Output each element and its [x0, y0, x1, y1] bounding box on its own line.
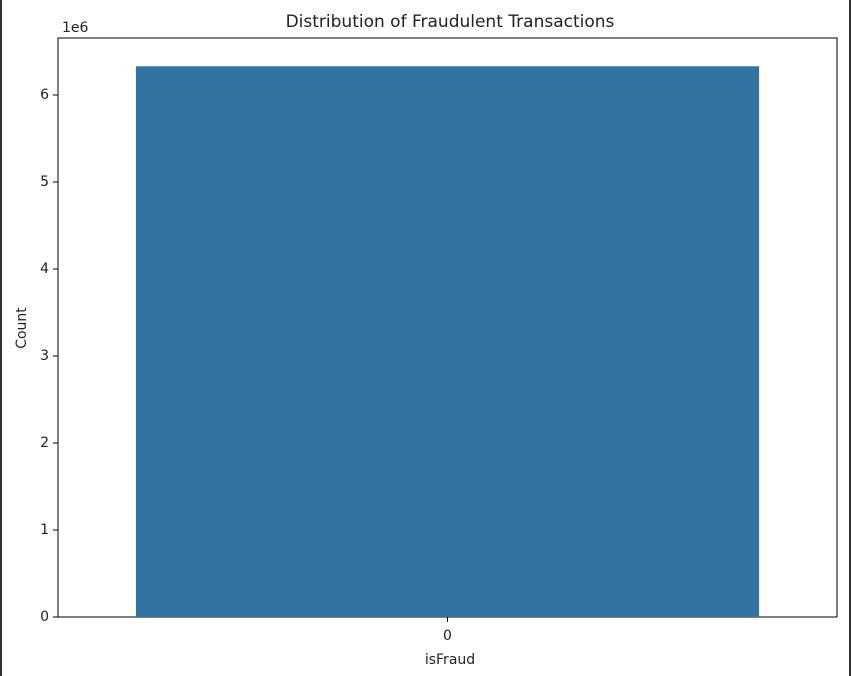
y-tick-label: 2 — [40, 435, 49, 451]
frame-edge — [849, 0, 851, 676]
x-axis-label: isFraud — [425, 652, 475, 668]
y-offset-label: 1e6 — [62, 20, 89, 36]
y-tick-label: 5 — [40, 174, 49, 190]
bar — [135, 66, 760, 617]
y-tick-label: 3 — [40, 348, 49, 364]
y-tick-label: 4 — [40, 261, 49, 277]
frame-edge — [0, 0, 2, 676]
x-tick-label: 0 — [443, 628, 452, 644]
y-tick-label: 6 — [40, 87, 49, 103]
y-axis-label: Count — [14, 307, 30, 349]
chart-title: Distribution of Fraudulent Transactions — [286, 12, 615, 32]
y-tick-label: 1 — [40, 522, 49, 538]
y-tick-label: 0 — [40, 609, 49, 625]
